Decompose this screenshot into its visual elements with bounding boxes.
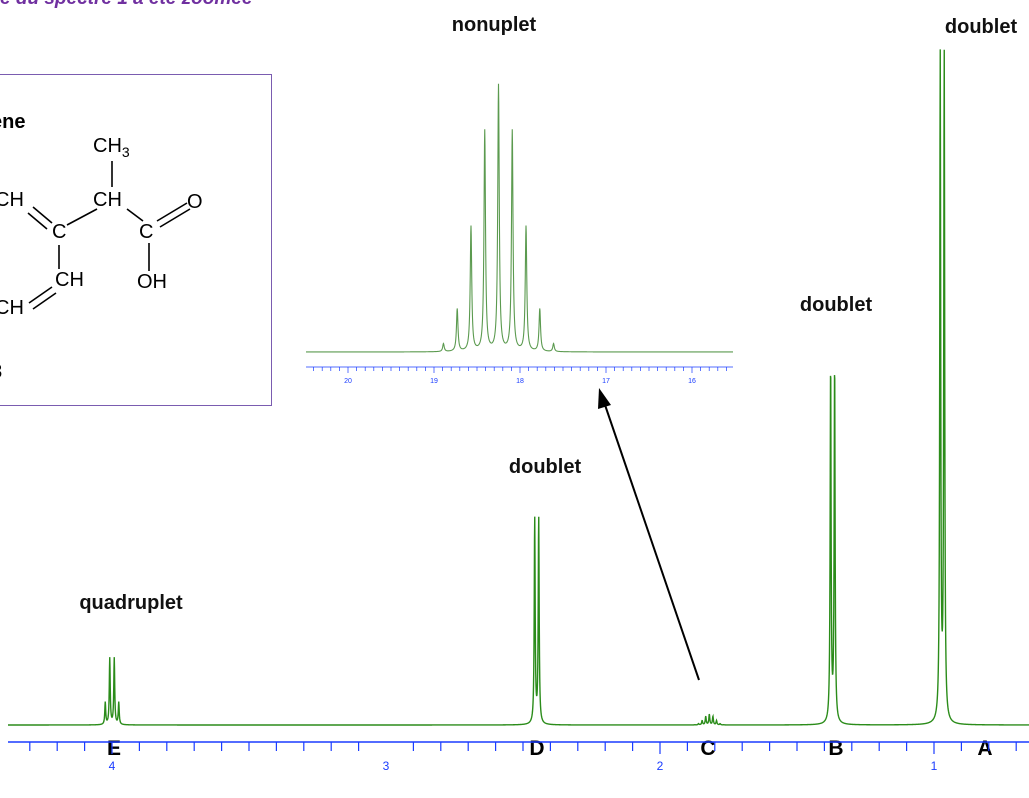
bond-c-o-double-b [159, 208, 191, 228]
label-quadruplet: quadruplet [79, 592, 183, 614]
zoom-axis-tick-label: 19 [430, 378, 438, 385]
label-nonuplet: nonuplet [451, 14, 537, 36]
zoom-axis-tick-label: 20 [344, 378, 352, 385]
peak-letter-d: D [529, 737, 545, 760]
zoom-arrowhead [598, 388, 611, 409]
atom-ch-left: CH [0, 189, 24, 211]
atom-ch-mid: CH [93, 189, 122, 211]
label-doublet-b: doublet [799, 294, 873, 316]
peak-letter-e: E [106, 737, 122, 760]
zoom-inset-axis: 20 19 18 17 16 [306, 366, 733, 385]
bond-c-o-double-a [156, 202, 188, 222]
bond-ch-left-double-b [27, 212, 48, 230]
molecule-structure-box: ène [0, 74, 272, 406]
zoom-axis-tick-label: 18 [516, 378, 524, 385]
atom-ch-bottom: CH [0, 297, 24, 319]
zoom-axis-tick-label: 17 [602, 378, 610, 385]
atom-ch-lower: CH [55, 269, 84, 291]
molecule-footer-fragment: 3 [0, 361, 2, 384]
main-axis-tick-label: 4 [109, 759, 116, 773]
atom-c-carboxyl: C [139, 221, 154, 243]
main-spectrum-trace [8, 49, 1029, 726]
main-ppm-axis: 4 3 2 1 [8, 741, 1029, 773]
molecule-name-fragment: ène [0, 111, 26, 133]
zoom-arrow-line [603, 401, 700, 681]
zoom-arrow [598, 388, 700, 681]
figure-caption: e du spectre 1 a été zoomée [0, 0, 252, 10]
main-axis-tick-label: 1 [931, 759, 938, 773]
main-axis-tick-label: 3 [383, 759, 390, 773]
zoom-axis-tick-label: 16 [688, 378, 696, 385]
bond-ch-bottom-double-b [32, 292, 57, 310]
atom-c-center: C [52, 221, 67, 243]
atom-oh: OH [137, 271, 167, 293]
bond-ch-c-center [66, 208, 98, 226]
label-doublet-a: doublet [944, 16, 1018, 38]
atom-ch3: CH3 [93, 135, 130, 160]
main-axis-tick-label: 2 [657, 759, 664, 773]
peak-letter-c: C [700, 737, 716, 760]
bond-ch-c-carboxyl [126, 208, 144, 222]
molecule-bonds [27, 161, 191, 310]
bond-ch-left-double-a [32, 206, 53, 224]
label-doublet-d: doublet [508, 456, 582, 478]
peak-letter-b: B [828, 737, 844, 760]
zoom-inset-trace [306, 83, 733, 353]
atom-o: O [187, 191, 203, 213]
bond-ch-bottom-double-a [28, 286, 53, 304]
